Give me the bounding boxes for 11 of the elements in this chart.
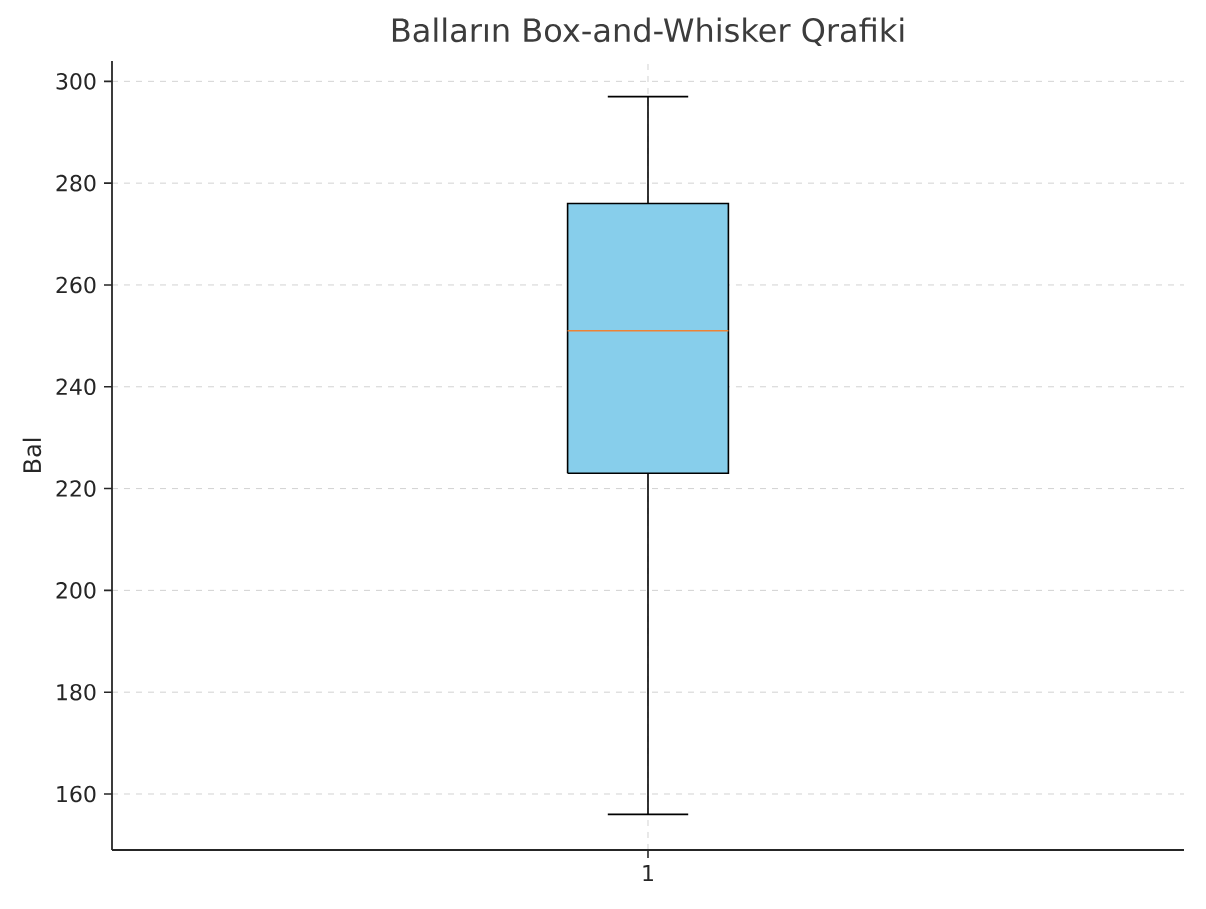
y-tick-label: 160: [57, 785, 96, 803]
y-tick-label: 280: [56, 174, 96, 192]
y-tick-label: 260: [56, 276, 96, 294]
y-axis-title: Bal: [22, 438, 42, 473]
y-tick-label: 220: [56, 480, 96, 497]
y-tick-label: 300: [56, 73, 96, 90]
y-tick-label: 240: [56, 378, 96, 396]
chart-title: Balların Box-and-Whisker Qrafiki: [392, 17, 904, 46]
y-tick-label: 200: [56, 582, 96, 599]
x-tick-label: 1: [643, 865, 653, 882]
y-tick-label: 180: [57, 683, 96, 701]
